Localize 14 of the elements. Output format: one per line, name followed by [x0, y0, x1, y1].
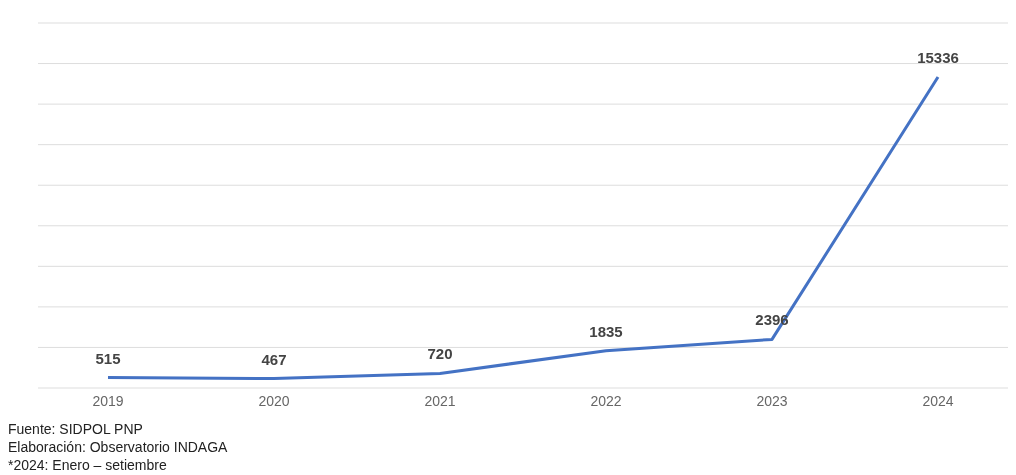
- text: *2024: Enero – setiembre: [8, 456, 168, 474]
- x-tick-label: 2020: [258, 392, 290, 409]
- text: Elaboración: Observatorio INDAGA: [8, 438, 229, 456]
- data-label: 15336: [917, 49, 959, 67]
- data-label: 515: [95, 349, 121, 367]
- x-tick-label: 2024: [922, 392, 954, 409]
- data-label: 467: [261, 350, 287, 368]
- source-note: Fuente: SIDPOL PNP: [8, 420, 144, 438]
- data-label: 720: [427, 345, 453, 363]
- x-tick-label: 2021: [424, 392, 456, 409]
- x-tick-label: 2019: [92, 392, 124, 409]
- x-tick-label: 2023: [756, 392, 788, 409]
- data-label: 1835: [589, 322, 623, 340]
- x-tick-label: 2022: [590, 392, 622, 409]
